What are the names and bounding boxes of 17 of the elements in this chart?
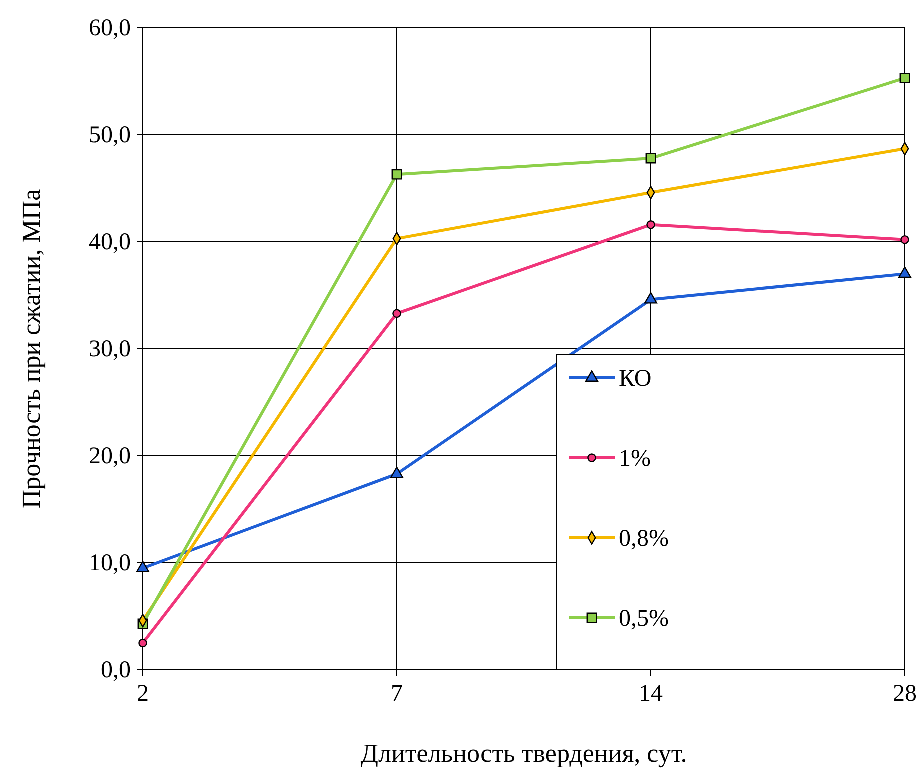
legend-label: 0,5% [619,606,669,632]
x-tick-label: 14 [639,681,663,708]
y-tick-label: 60,0 [89,16,131,42]
x-tick-label: 28 [893,681,917,708]
y-tick-label: 0,0 [101,658,131,684]
y-tick-label: 50,0 [89,122,131,149]
y-axis-title: Прочность при сжатии, МПа [17,188,46,509]
y-tick-label: 10,0 [89,550,131,577]
y-tick-label: 20,0 [89,444,131,470]
legend-label: КО [619,366,652,392]
y-tick-label: 30,0 [89,336,131,363]
legend-label: 0,8% [619,526,669,552]
y-tick-label: 40,0 [89,230,131,256]
legend-label: 1% [619,446,651,472]
x-axis-title: Длительность твердения, сут. [360,739,688,768]
x-tick-label: 7 [391,681,403,708]
x-tick-label: 2 [137,681,149,708]
